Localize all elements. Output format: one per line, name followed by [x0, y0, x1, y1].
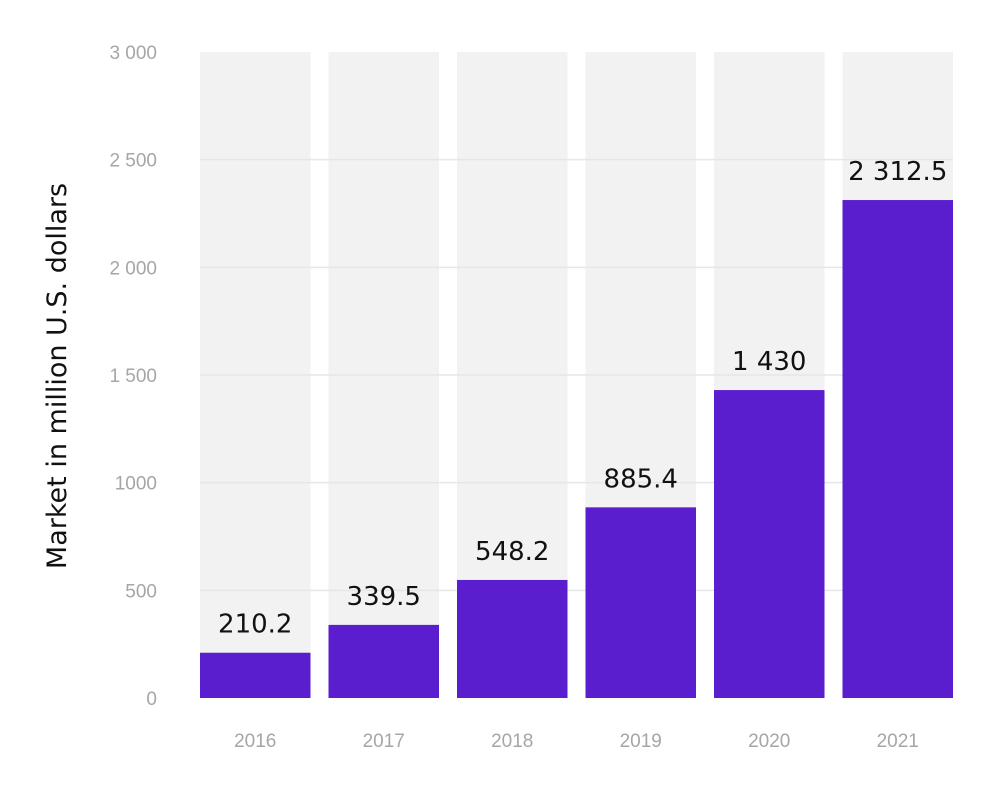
bar [714, 390, 825, 698]
y-tick-label: 2 000 [109, 258, 157, 279]
y-tick-label: 1000 [115, 474, 157, 495]
bar-value-label: 339.5 [347, 582, 421, 612]
bar [842, 200, 953, 698]
bar [457, 579, 568, 698]
x-tick-label: 2017 [363, 731, 405, 752]
y-tick-label: 0 [146, 689, 157, 710]
x-tick-label: 2016 [234, 731, 276, 752]
bar-value-label: 885.4 [604, 464, 678, 494]
x-tick-label: 2020 [748, 731, 790, 752]
bar [328, 624, 439, 698]
gridlines [200, 158, 953, 592]
y-tick-label: 500 [125, 581, 157, 602]
bar-value-label: 1 430 [732, 347, 806, 377]
bar-value-label: 210.2 [218, 610, 292, 640]
x-tick-label: 2021 [877, 731, 919, 752]
y-tick-label: 2 500 [109, 151, 157, 172]
x-tick-label: 2019 [620, 731, 662, 752]
bars [200, 200, 953, 698]
bar-value-label: 2 312.5 [848, 157, 947, 187]
y-tick-label: 3 000 [109, 43, 157, 64]
bar-value-label: 548.2 [475, 537, 549, 567]
bar [585, 507, 696, 698]
bar [200, 652, 311, 698]
x-tick-label: 2018 [491, 731, 533, 752]
data-labels: 210.2 339.5 548.2 885.4 1 430 2 312.5 [218, 157, 947, 640]
x-axis-ticks: 2016 2017 2018 2019 2020 2021 [234, 731, 919, 752]
y-axis-ticks: 0 500 1000 1 500 2 000 2 500 3 000 [109, 43, 157, 710]
y-tick-label: 1 500 [109, 366, 157, 387]
y-axis-title: Market in million U.S. dollars [42, 183, 73, 569]
